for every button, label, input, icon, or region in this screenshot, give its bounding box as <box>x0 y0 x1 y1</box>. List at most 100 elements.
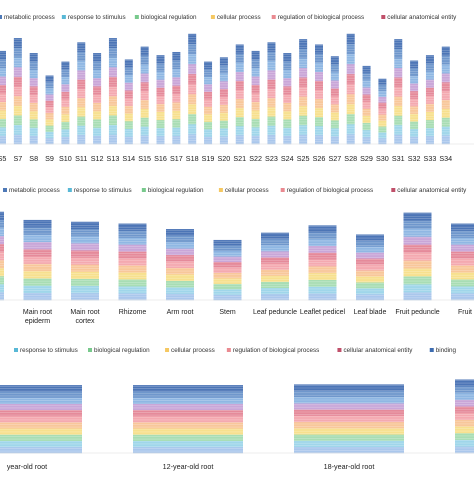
panel3-bar-0-band-3 <box>0 428 82 435</box>
panel1-bar-10-band-9 <box>156 63 165 72</box>
panel3-bar-1-band-0 <box>133 446 243 454</box>
panel1-bar-4 <box>61 61 70 145</box>
panel1-bar-7-band-0 <box>108 134 117 145</box>
panel1-xtick-6: S12 <box>91 154 104 163</box>
panel1-bar-25-band-10 <box>394 39 403 49</box>
panel1-bar-15-band-7 <box>235 71 244 81</box>
panel3-bar-2-band-7 <box>294 403 404 410</box>
panel3-bar-0-band-2 <box>0 434 82 441</box>
panel3-bar-1-band-7 <box>133 403 243 411</box>
panel1-bar-9-band-1 <box>140 126 149 136</box>
panel1-bar-25 <box>394 39 403 145</box>
panel2-bar-8-band-10 <box>356 234 384 241</box>
panel2-bar-4-band-9 <box>166 235 194 243</box>
panel1-bar-3-band-0 <box>45 137 54 145</box>
panel3-bar-3-band-2 <box>455 432 474 440</box>
panel1-bar-18-band-8 <box>283 69 292 79</box>
panel1-bar-22 <box>346 33 355 145</box>
panel3-bar-3-band-4 <box>455 419 474 427</box>
panel1-bar-23 <box>362 65 371 145</box>
panel1-bar-2-band-9 <box>29 61 38 70</box>
panel3-bar-3-band-3 <box>455 426 474 434</box>
panel1-bar-17-band-10 <box>267 42 276 52</box>
panel1-bar-14-band-9 <box>219 65 228 74</box>
panel2-bar-7-band-9 <box>308 232 337 240</box>
panel1-bar-25-band-5 <box>394 86 403 97</box>
panel2-bar-4-band-2 <box>166 280 194 288</box>
panel1-bar-14-band-3 <box>219 112 228 121</box>
panel1-bar-0-band-1 <box>0 127 6 136</box>
panel1-bar-26-band-2 <box>410 121 419 130</box>
panel2-bar-7-band-1 <box>308 286 337 294</box>
panel1-bar-21-band-0 <box>330 136 339 145</box>
legend-label-5: cellular anatomical entity <box>397 187 467 194</box>
panel1-bar-25-band-8 <box>394 58 403 69</box>
panel2-bar-9 <box>403 212 432 301</box>
panel3-bar-0-band-7 <box>0 403 82 411</box>
panel1-bar-23-band-10 <box>362 65 371 74</box>
panel2-bar-2-band-7 <box>71 243 99 251</box>
panel1-bar-17-band-6 <box>267 79 276 89</box>
panel1-bar-11-band-3 <box>172 110 181 120</box>
panel1-bar-15-band-3 <box>235 107 244 118</box>
panel1-bar-4-band-2 <box>61 121 70 130</box>
panel1-bar-7-band-2 <box>108 115 117 126</box>
panel1-bar-6-band-9 <box>93 61 102 70</box>
panel1-bar-14-band-4 <box>219 104 228 113</box>
panel1-bar-14-band-0 <box>219 136 228 145</box>
panel1-bar-19-band-5 <box>299 86 308 97</box>
panel1-bar-22-band-5 <box>346 83 355 95</box>
panel1-bar-26-band-0 <box>410 136 419 145</box>
panel1-bar-20-band-7 <box>315 71 323 81</box>
panel3-bar-2-band-9 <box>294 390 404 398</box>
panel1-bar-26 <box>410 60 419 145</box>
panel1-bar-18-band-3 <box>283 110 292 120</box>
legend-label-0: response to stimulus <box>20 347 78 354</box>
panel1-bar-17 <box>267 42 276 145</box>
panel2-bar-0-band-3 <box>0 267 4 277</box>
panel1-xtick-15: S21 <box>233 154 246 163</box>
panel2-bar-8-band-6 <box>356 258 384 265</box>
panel1-bar-1-band-1 <box>13 124 22 135</box>
panel1-bar-3-band-9 <box>45 81 54 89</box>
panel2-bar-10-band-3 <box>451 272 474 280</box>
panel2-bar-2-band-0 <box>71 292 99 301</box>
panel3-bar-3-band-6 <box>455 406 474 414</box>
panel1-bar-22-band-2 <box>346 113 355 125</box>
panel2-bar-3-band-8 <box>118 237 147 245</box>
panel1-bar-5-band-10 <box>77 42 86 52</box>
panel1-bar-2-band-0 <box>29 135 38 145</box>
panel1-bar-9-band-2 <box>140 117 149 127</box>
panel1-bar-6-band-6 <box>93 86 102 95</box>
panel1-xtick-5: S11 <box>75 154 87 163</box>
panel1-bar-16-band-1 <box>251 127 260 136</box>
panel1-bar-9-band-9 <box>140 55 149 65</box>
panel3-bar-2-band-6 <box>294 409 404 416</box>
panel2-bar-7-band-0 <box>308 293 337 301</box>
panel2-bar-3-band-1 <box>118 286 147 294</box>
panel2-bar-4-band-3 <box>166 274 194 281</box>
panel2-bar-8-band-7 <box>356 252 384 259</box>
panel1-bar-5-band-8 <box>77 60 86 71</box>
legend-label-2: biological regulation <box>148 187 204 194</box>
panel1-bar-23-band-0 <box>362 136 371 145</box>
panel2-bar-7-band-10 <box>308 225 337 233</box>
panel1-bar-27-band-3 <box>425 111 434 121</box>
panel1-bar-24-band-6 <box>378 102 387 109</box>
legend-label-5: cellular anatomical entity <box>387 14 457 21</box>
panel1-bar-7-band-9 <box>108 47 117 58</box>
panel1-bar-9 <box>140 46 149 145</box>
panel2-bar-10-band-0 <box>451 293 474 301</box>
panel1-bar-19-band-0 <box>299 134 308 145</box>
panel2-bar-7-band-2 <box>308 279 337 287</box>
panel2-bar-10-band-8 <box>451 237 474 245</box>
panel1-bar-25-band-1 <box>394 124 403 135</box>
panel1-bar-9-band-3 <box>140 108 149 118</box>
panel1-bar-22-band-8 <box>346 53 355 65</box>
panel3-bar-2-band-4 <box>294 421 404 429</box>
panel3-bar-2-band-1 <box>294 440 404 448</box>
panel1-bar-8-band-10 <box>124 59 133 68</box>
panel1-bar-16-band-7 <box>251 76 260 86</box>
legend-label-2: biological regulation <box>141 14 197 21</box>
